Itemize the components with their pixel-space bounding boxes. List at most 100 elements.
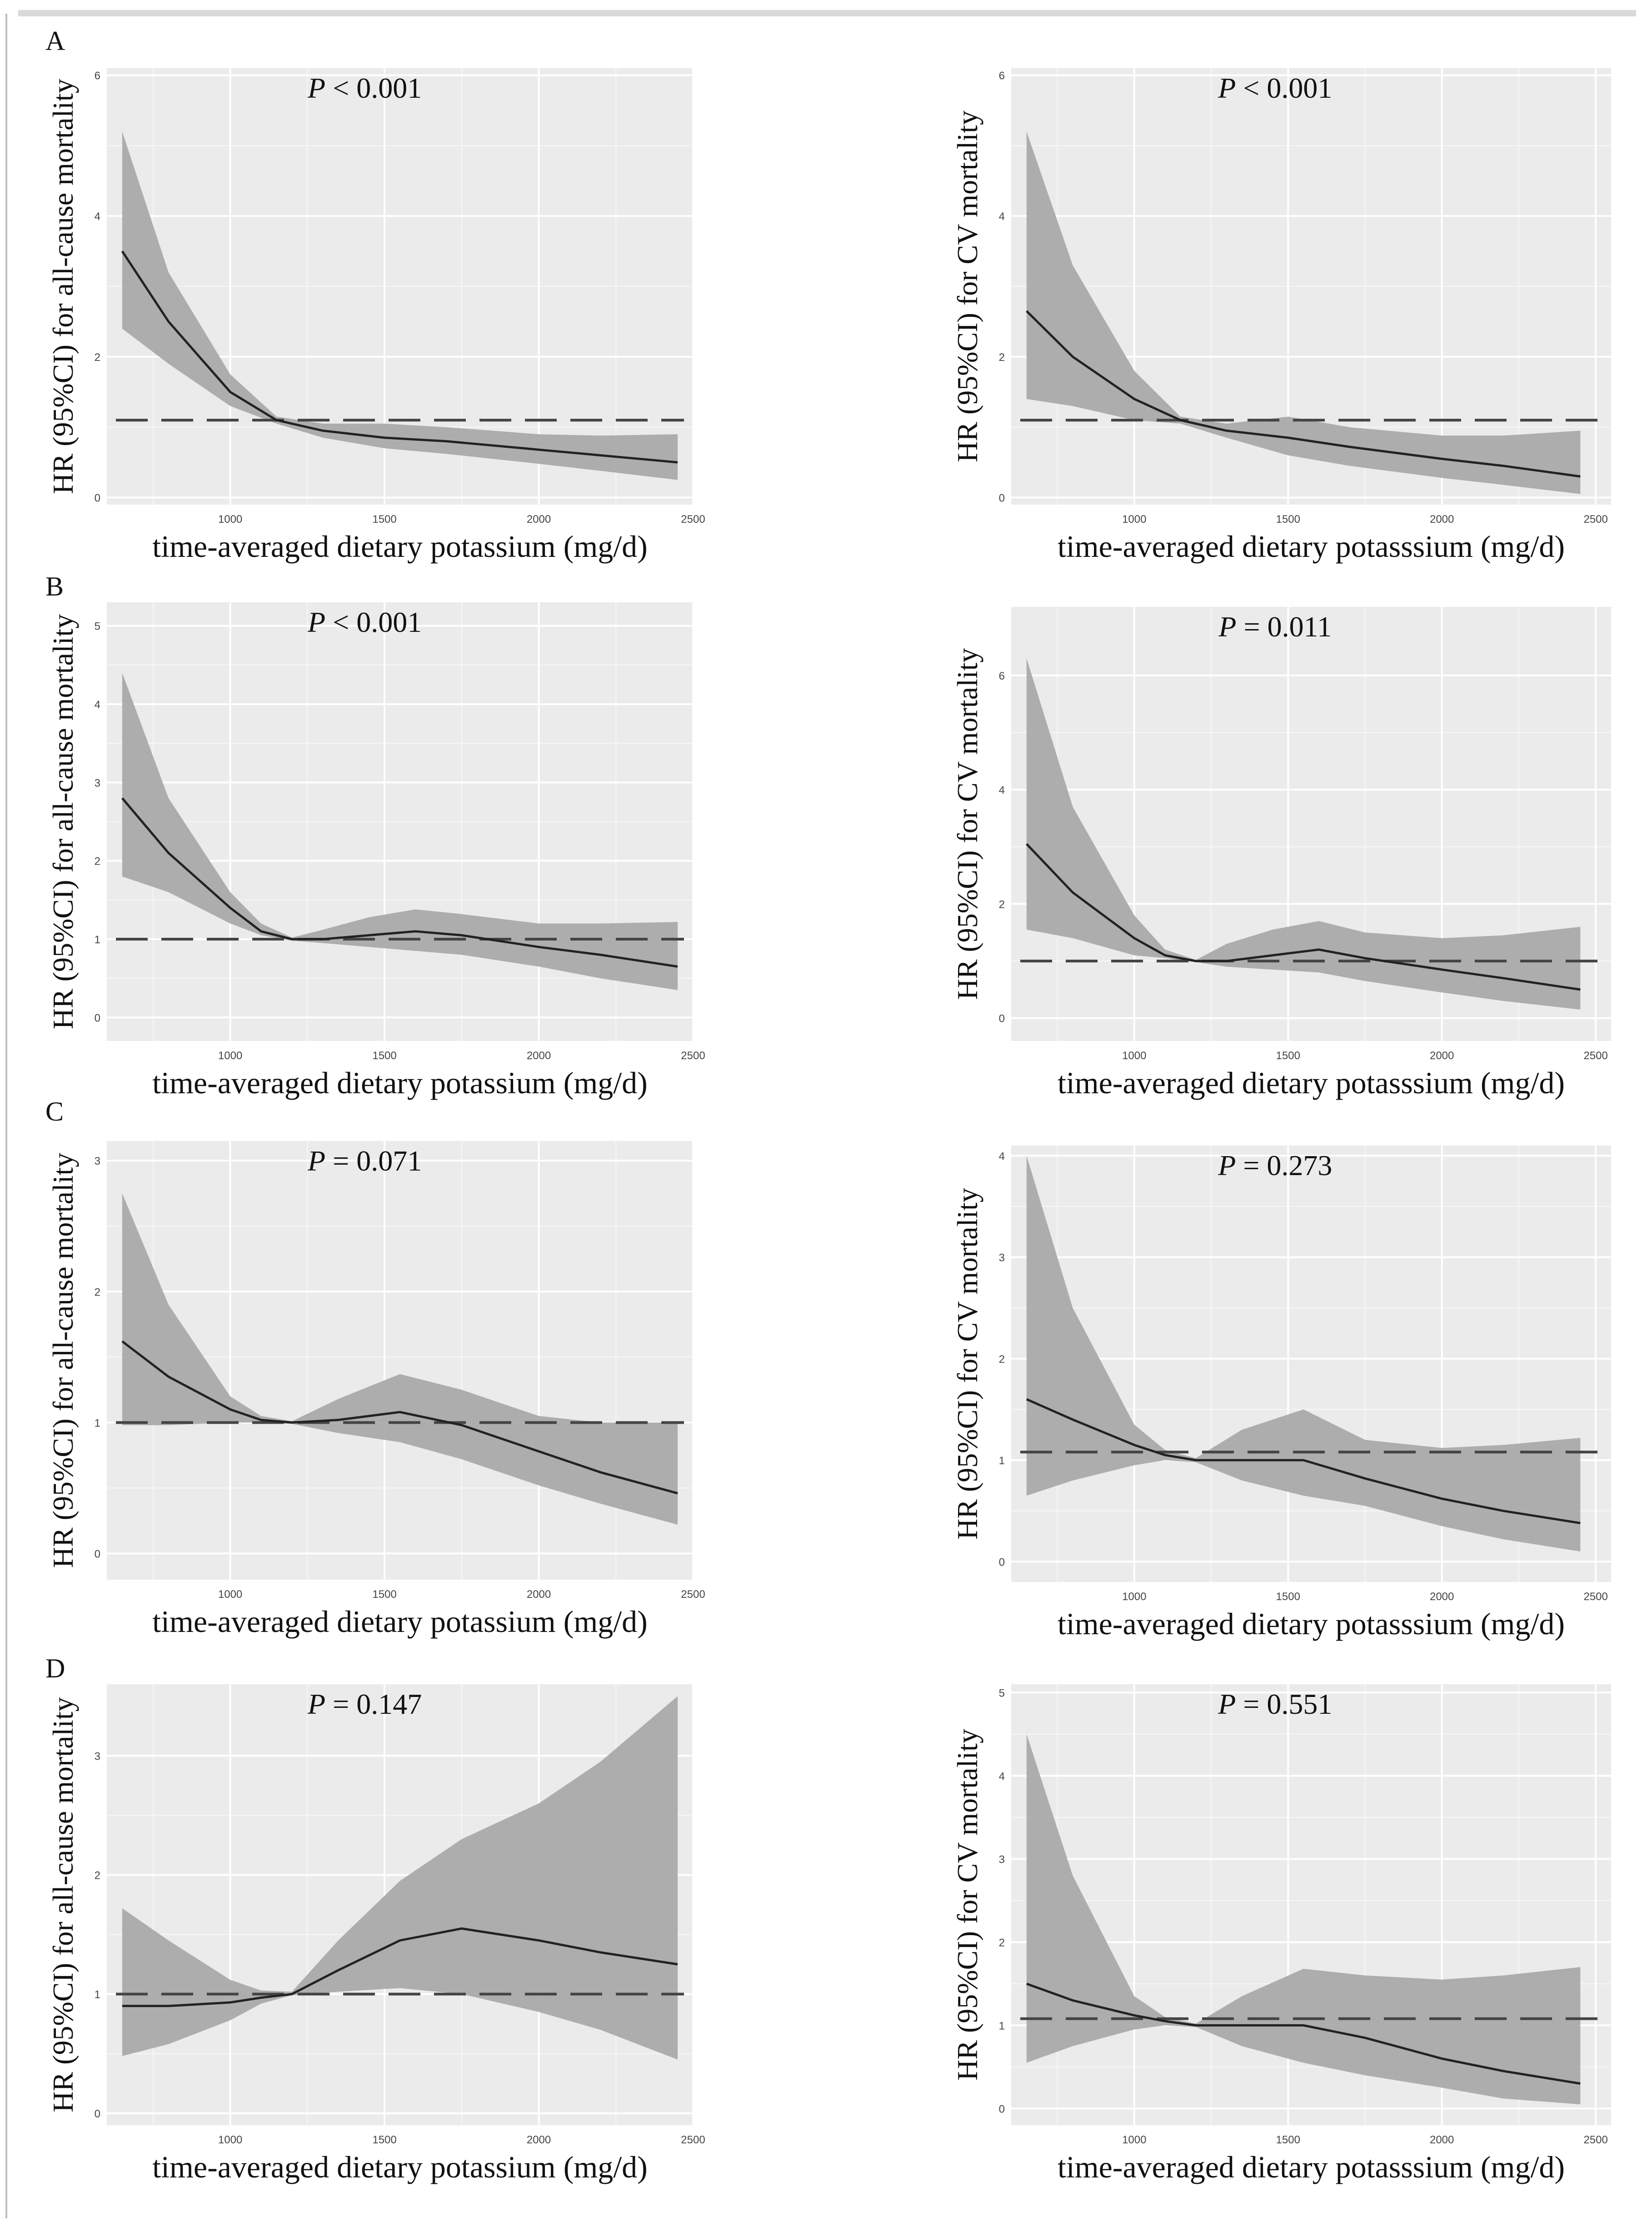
x-tick-label: 2000 [527,513,551,525]
y-tick-label: 5 [95,621,100,633]
top-rule [18,10,1636,16]
hr-curve [1026,1982,1581,2085]
y-tick-label: 3 [999,1853,1005,1866]
y-tick-label: 1 [95,1989,100,2001]
x-axis-title: time-averaged dietary potassium (mg/d) [152,2150,648,2184]
x-axis-title: time-averaged dietary potasssium (mg/d) [1058,2150,1565,2184]
x-tick-label: 1000 [1122,2134,1146,2146]
y-axis-title: HR (95%CI) for all-cause mortality [47,1153,79,1568]
x-tick-label: 1000 [218,513,242,525]
hr-curve [1026,310,1581,478]
x-tick-label: 1000 [1122,1050,1146,1062]
x-tick-label: 2500 [681,1050,705,1062]
x-tick-label: 2500 [1583,2134,1607,2146]
x-tick-label: 1000 [1122,1591,1146,1603]
x-tick-label: 2000 [1430,1591,1454,1603]
x-axis-title: time-averaged dietary potasssium (mg/d) [1058,1066,1565,1100]
y-axis-title: HR (95%CI) for CV mortality [951,1188,983,1540]
y-tick-label: 2 [95,856,100,868]
hr-curve [121,1340,678,1495]
x-tick-label: 1500 [372,1050,396,1062]
p-value-annotation: P < 0.001 [1218,72,1332,104]
y-tick-label: 0 [95,1012,100,1024]
ci-band [1026,131,1581,494]
hr-curve [1026,1398,1581,1524]
p-value-symbol: P [1218,1149,1236,1181]
y-tick-label: 1 [95,934,100,946]
p-value-text: = 0.147 [325,1688,422,1720]
p-value-text: < 0.001 [325,606,422,638]
x-axis-title: time-averaged dietary potassium (mg/d) [152,1604,648,1639]
y-tick-label: 4 [999,1150,1005,1162]
x-tick-label: 2500 [681,513,705,525]
y-tick-label: 4 [999,784,1005,796]
p-value-text: = 0.011 [1236,611,1332,643]
hr-curve [121,250,678,464]
x-tick-label: 2000 [527,1588,551,1601]
hr-curve [121,797,678,968]
chart-panel-c: 1000 1500 2000 2500 0 1 2 3 P = 0.071 time-averag… [45,1096,705,1639]
p-value-symbol: P [1218,611,1236,643]
y-tick-label: 2 [999,351,1005,364]
p-value-annotation: P = 0.273 [1218,1149,1332,1181]
row-label: D [45,1653,65,1683]
x-tick-label: 2500 [1583,1050,1607,1062]
x-tick-label: 1500 [1276,1591,1300,1603]
y-tick-label: 1 [999,2020,1005,2032]
p-value-symbol: P [307,72,325,104]
y-tick-label: 0 [95,492,100,505]
chart-panel-b: 1000 1500 2000 2500 0 1 2 3 4 5 P < 0.001 time-aver… [45,571,705,1100]
y-tick-label: 2 [95,351,100,364]
ci-band [122,131,678,480]
y-tick-label: 2 [999,1353,1005,1366]
x-tick-label: 2500 [1583,1591,1607,1603]
x-tick-label: 1000 [218,1050,242,1062]
ci-band [1026,1734,1581,2105]
y-tick-label: 4 [999,210,1005,223]
y-axis-title: HR (95%CI) for all-cause mortality [47,79,79,494]
x-tick-label: 1500 [1276,513,1300,525]
hr-curve [122,1927,678,2007]
y-tick-label: 0 [95,1548,100,1560]
x-axis-title: time-averaged dietary potassium (mg/d) [152,1066,648,1100]
x-tick-label: 1000 [218,2134,242,2146]
row-label: B [45,571,64,601]
y-tick-label: 1 [95,1417,100,1429]
y-tick-label: 6 [95,70,100,82]
y-tick-label: 0 [999,1556,1005,1568]
y-tick-label: 5 [999,1687,1005,1699]
y-tick-label: 0 [95,2108,100,2120]
p-value-text: < 0.001 [1236,72,1332,104]
y-tick-label: 4 [999,1770,1005,1782]
chart-panel-b-cv: 1000 1500 2000 2500 0 2 4 6 P = 0.011 time-averag… [951,607,1611,1100]
x-tick-label: 1500 [372,2134,396,2146]
x-tick-label: 2000 [1430,513,1454,525]
x-tick-label: 2500 [681,1588,705,1601]
y-tick-label: 6 [999,670,1005,682]
p-value-text: < 0.001 [325,72,422,104]
y-axis-title: HR (95%CI) for all-cause mortality [47,1697,79,2112]
p-value-annotation: P < 0.001 [307,72,422,104]
x-axis-title: time-averaged dietary potassium (mg/d) [152,529,648,564]
row-label: A [45,26,65,56]
p-value-annotation: P = 0.147 [307,1688,422,1720]
y-axis-title: HR (95%CI) for CV mortality [951,648,983,1000]
hr-curve [1025,843,1581,991]
p-value-annotation: P < 0.001 [307,606,422,638]
x-tick-label: 1500 [372,513,396,525]
y-tick-label: 0 [999,492,1005,505]
y-tick-label: 4 [95,210,100,223]
x-axis-title: time-averaged dietary potasssium (mg/d) [1058,1606,1565,1641]
y-tick-label: 1 [999,1455,1005,1467]
x-tick-label: 1500 [372,1588,396,1601]
y-tick-label: 0 [999,1013,1005,1025]
chart-panel-d-cv: 1000 1500 2000 2500 0 1 2 3 4 5 P = 0.551 time-aver… [951,1684,1611,2184]
row-label: C [45,1096,64,1126]
y-tick-label: 3 [95,777,100,789]
x-tick-label: 1000 [1122,513,1146,525]
p-value-symbol: P [1218,1688,1236,1720]
x-tick-label: 2000 [1430,2134,1454,2146]
x-tick-label: 1500 [1276,1050,1300,1062]
p-value-text: = 0.071 [325,1145,422,1177]
p-value-text: = 0.273 [1236,1149,1332,1181]
